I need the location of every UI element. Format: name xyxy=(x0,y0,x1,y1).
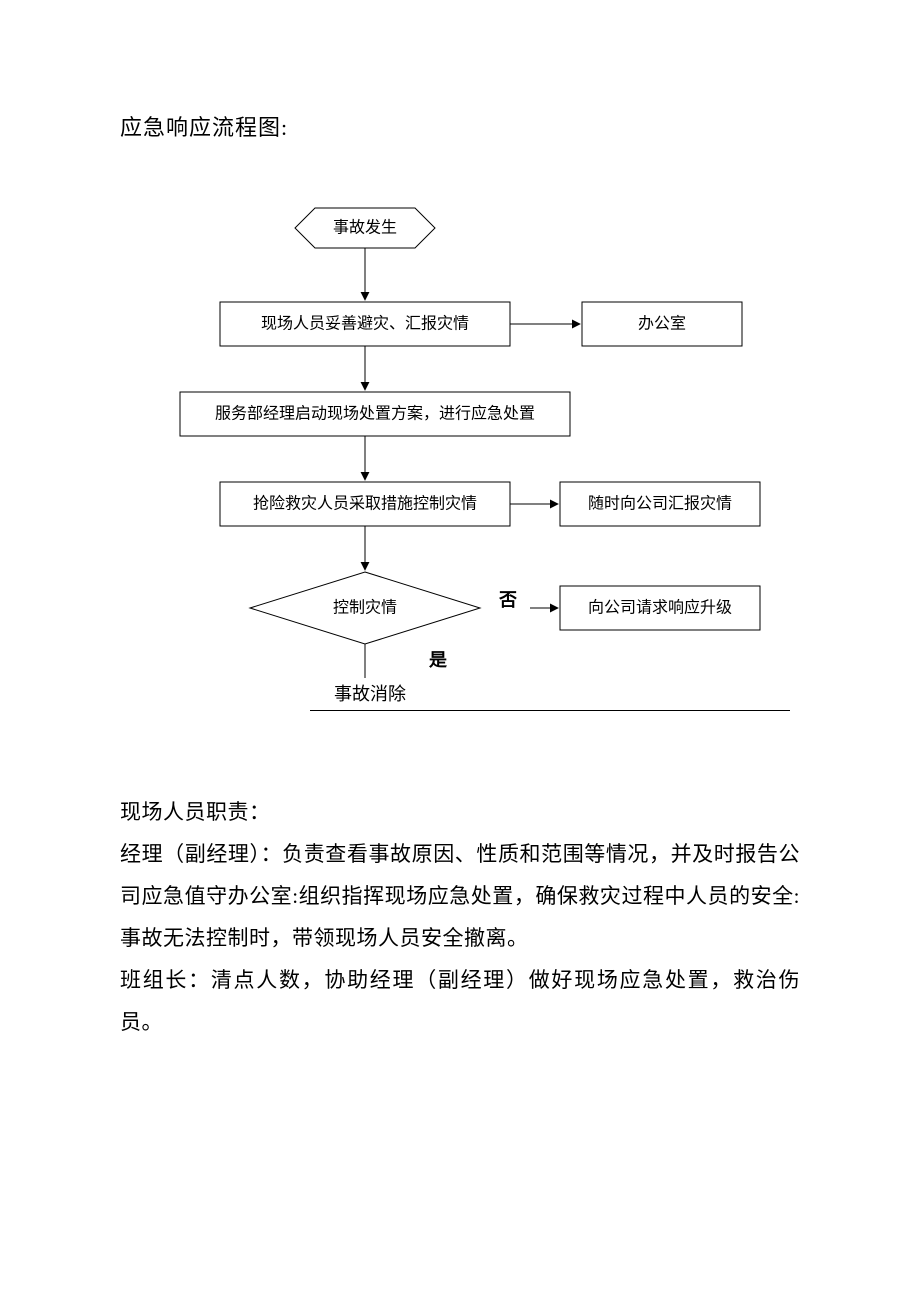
flowchart: 事故发生 现场人员妥善避灾、汇报灾情 办公室 服务部经理启动现场处置方案，进 xyxy=(140,192,780,711)
node-incident-eliminated: 事故消除 xyxy=(310,680,790,711)
node-onsite-report: 现场人员妥善避灾、汇报灾情 xyxy=(220,302,510,346)
node-label: 抢险救灾人员采取措施控制灾情 xyxy=(253,495,477,513)
node-control-decision: 控制灾情 xyxy=(250,572,480,644)
node-label: 事故消除 xyxy=(334,684,406,704)
node-label: 服务部经理启动现场处置方案，进行应急处置 xyxy=(215,404,535,423)
edge-label-no: 否 xyxy=(498,590,517,610)
node-request-escalation: 向公司请求响应升级 xyxy=(560,586,760,630)
body-paragraph-2: 班组长：清点人数，协助经理（副经理）做好现场应急处置，救治伤员。 xyxy=(120,959,800,1043)
node-label: 随时向公司汇报灾情 xyxy=(588,495,732,513)
node-label: 办公室 xyxy=(638,315,686,333)
node-label: 现场人员妥善避灾、汇报灾情 xyxy=(261,315,469,333)
node-incident-occur: 事故发生 xyxy=(295,208,435,248)
node-report-company: 随时向公司汇报灾情 xyxy=(560,482,760,526)
edge-label-yes: 是 xyxy=(428,650,447,670)
node-label: 事故发生 xyxy=(333,219,397,237)
node-rescue-measures: 抢险救灾人员采取措施控制灾情 xyxy=(220,482,510,526)
node-label: 控制灾情 xyxy=(333,599,397,617)
node-label: 向公司请求响应升级 xyxy=(588,598,732,617)
body-section: 现场人员职责： 经理（副经理）：负责查看事故原因、性质和范围等情况，并及时报告公… xyxy=(120,791,800,1043)
node-office: 办公室 xyxy=(582,302,742,346)
body-heading: 现场人员职责： xyxy=(120,791,800,833)
page-title: 应急响应流程图: xyxy=(120,110,800,142)
node-manager-activate: 服务部经理启动现场处置方案，进行应急处置 xyxy=(180,392,570,436)
body-paragraph-1: 经理（副经理）：负责查看事故原因、性质和范围等情况，并及时报告公司应急值守办公室… xyxy=(120,833,800,959)
